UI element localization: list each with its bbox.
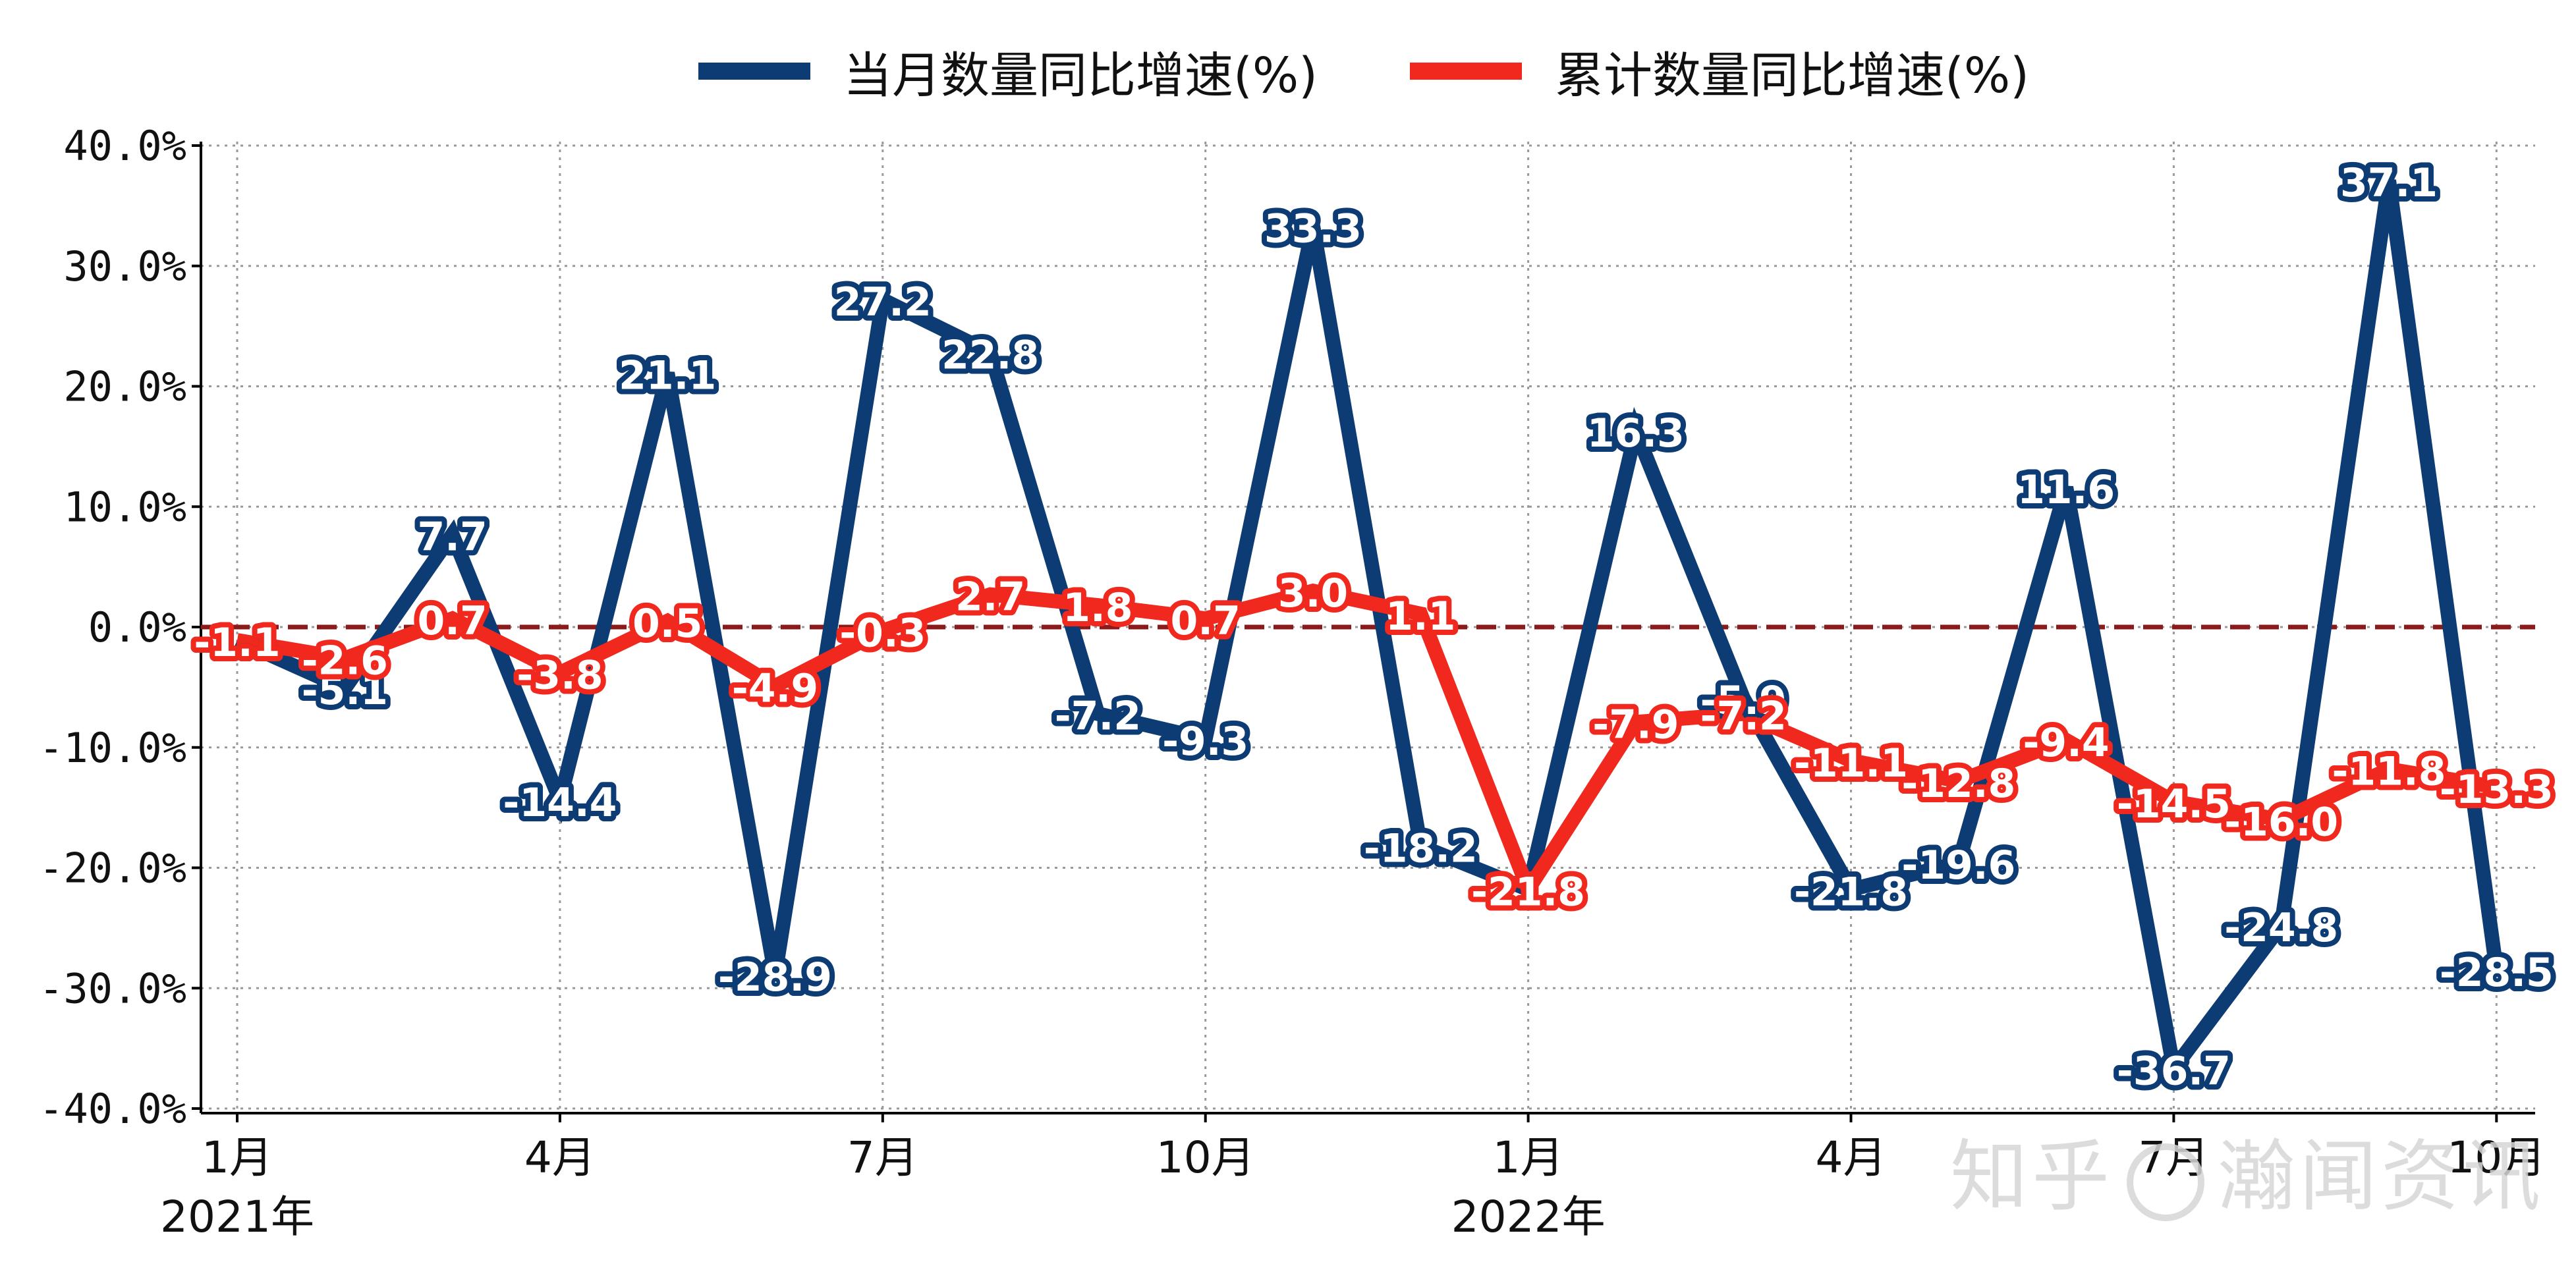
data-label-monthly: 16.3 (1587, 410, 1685, 456)
x-year-label: 2022年 (1451, 1192, 1606, 1242)
x-year-label: 2021年 (160, 1192, 314, 1242)
y-tick-label: 20.0% (63, 363, 186, 411)
data-label-cumulative: -9.4 (2023, 720, 2109, 766)
y-tick-label: 30.0% (63, 242, 186, 290)
data-label-cumulative: 2.7 (955, 574, 1025, 620)
data-label-monthly: -1.1 (194, 620, 280, 666)
x-tick-label: 10月 (1156, 1132, 1255, 1183)
data-label-monthly: 27.2 (834, 279, 932, 325)
data-label-cumulative: -2.6 (302, 638, 388, 684)
x-tick-label: 7月 (847, 1132, 918, 1183)
data-label-cumulative: 1.8 (1063, 585, 1133, 631)
data-label-monthly: -28.5 (2440, 950, 2554, 996)
legend-item-monthly: 当月数量同比增速(%) (698, 32, 1318, 111)
watermark-right-text: 瀚闻资讯 (2218, 1131, 2545, 1222)
watermark-at-icon (2127, 1143, 2205, 1221)
legend-item-cumulative: 累计数量同比增速(%) (1410, 32, 2029, 111)
legend-swatch-monthly (698, 63, 810, 80)
data-label-monthly: -5.1 (302, 668, 388, 714)
data-label-monthly: 33.3 (1264, 206, 1362, 252)
legend-label-cumulative: 累计数量同比增速(%) (1555, 47, 2030, 104)
data-label-monthly: 11.6 (2017, 467, 2115, 513)
y-tick-label: -40.0% (39, 1085, 186, 1133)
data-label-cumulative: -3.8 (517, 652, 603, 698)
data-label-cumulative: 0.5 (632, 601, 702, 647)
series-line-monthly (234, 179, 2504, 1087)
data-label-monthly: -36.7 (2117, 1049, 2231, 1095)
y-tick-label: -30.0% (39, 964, 186, 1012)
data-label-cumulative: -14.5 (2117, 781, 2231, 827)
y-tick-label: 40.0% (63, 122, 186, 170)
data-label-cumulative: -1.1 (194, 620, 280, 666)
y-tick-label: -10.0% (39, 724, 186, 772)
data-label-cumulative: -11.1 (1794, 740, 1908, 786)
data-label-monthly: -21.8 (1794, 869, 1908, 915)
data-label-monthly: 21.1 (619, 352, 716, 398)
data-label-monthly: -5.9 (1700, 678, 1787, 724)
y-tick-label: 0.0% (88, 603, 186, 651)
x-tick-label: 4月 (524, 1132, 596, 1183)
data-label-monthly: 37.1 (2340, 160, 2438, 206)
legend-swatch-cumulative (1410, 63, 1522, 80)
data-label-monthly: -9.3 (1162, 719, 1248, 765)
data-label-cumulative: 0.7 (417, 598, 487, 644)
data-label-cumulative: -0.3 (839, 610, 926, 656)
legend-label-monthly: 当月数量同比增速(%) (843, 47, 1318, 104)
x-tick-label: 1月 (202, 1132, 273, 1183)
data-label-monthly: -24.8 (2224, 905, 2338, 951)
data-label-cumulative: -12.8 (1901, 761, 2015, 807)
data-label-cumulative: -13.3 (2440, 767, 2554, 813)
data-label-cumulative: -7.9 (1592, 701, 1679, 748)
watermark-left-text: 知乎 (1950, 1131, 2114, 1222)
data-label-monthly: 22.8 (941, 332, 1039, 378)
data-label-cumulative: -7.2 (1700, 694, 1787, 740)
data-label-monthly: -7.2 (1055, 694, 1141, 740)
data-label-monthly: -28.9 (718, 954, 832, 1001)
data-label-monthly: -14.4 (503, 780, 617, 826)
x-tick-label: 4月 (1816, 1132, 1887, 1183)
y-tick-label: 10.0% (63, 483, 186, 531)
data-label-cumulative: 3.0 (1278, 570, 1348, 617)
watermark: 知乎 瀚闻资讯 (1950, 1113, 2544, 1226)
series-line-cumulative (236, 583, 2498, 906)
data-label-cumulative: -16.0 (2224, 799, 2338, 845)
x-tick-label: 10月 (2447, 1132, 2546, 1183)
data-label-cumulative: 0.7 (1171, 598, 1241, 644)
y-tick-label: -20.0% (39, 844, 186, 892)
data-label-monthly: 7.7 (417, 514, 487, 560)
legend: 当月数量同比增速(%) 累计数量同比增速(%) (0, 32, 2576, 111)
data-label-cumulative: -21.8 (1471, 869, 1585, 915)
data-label-monthly: -18.2 (1364, 826, 1478, 872)
data-label-monthly: -19.6 (1901, 842, 2015, 889)
data-label-cumulative: 1.1 (1386, 593, 1455, 640)
data-label-cumulative: -4.9 (732, 666, 818, 712)
data-label-cumulative: -11.8 (2332, 749, 2446, 795)
x-tick-label: 1月 (1493, 1132, 1564, 1183)
